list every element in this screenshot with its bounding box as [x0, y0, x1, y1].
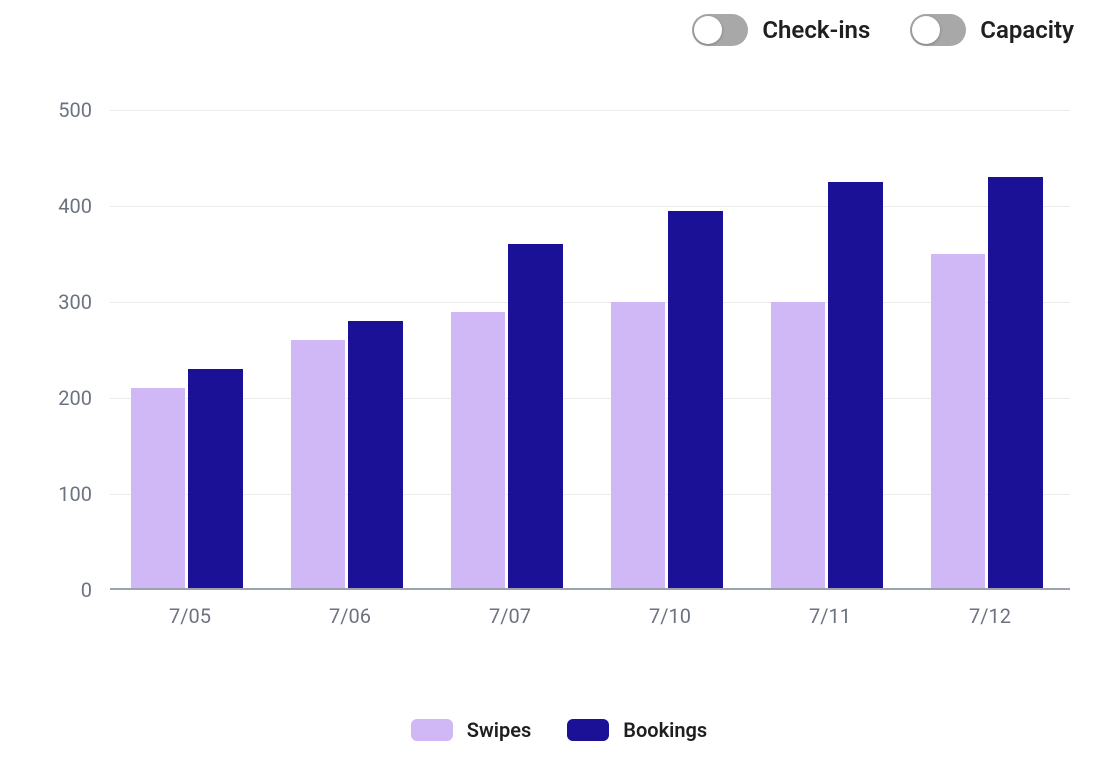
- xtick-label: 7/10: [649, 604, 691, 628]
- bar-swipes: [771, 302, 825, 590]
- toggle-knob-icon: [912, 16, 940, 44]
- chart-legend: Swipes Bookings: [0, 718, 1118, 742]
- toggle-group-checkins: Check-ins: [692, 14, 870, 46]
- bar-bookings: [668, 211, 722, 590]
- xtick-label: 7/07: [489, 604, 531, 628]
- legend-item-bookings: Bookings: [567, 718, 707, 742]
- bar-swipes: [611, 302, 665, 590]
- ytick-label: 100: [58, 482, 92, 506]
- toggle-knob-icon: [694, 16, 722, 44]
- bar-swipes: [291, 340, 345, 590]
- xtick-label: 7/06: [329, 604, 371, 628]
- toggle-label-capacity: Capacity: [980, 16, 1074, 44]
- legend-swatch: [411, 719, 453, 741]
- bars-layer: [110, 110, 1070, 590]
- xtick-label: 7/12: [969, 604, 1011, 628]
- bar-bookings: [508, 244, 562, 590]
- xtick-label: 7/11: [809, 604, 851, 628]
- bar-swipes: [131, 388, 185, 590]
- ytick-label: 200: [58, 386, 92, 410]
- bar-swipes: [451, 312, 505, 590]
- bar-bookings: [988, 177, 1042, 590]
- bar-bookings: [348, 321, 402, 590]
- bar-bookings: [188, 369, 242, 590]
- bar-bookings: [828, 182, 882, 590]
- x-axis-line: [110, 588, 1070, 590]
- legend-label: Swipes: [467, 718, 531, 742]
- legend-label: Bookings: [623, 718, 707, 742]
- ytick-label: 500: [58, 98, 92, 122]
- bar-swipes: [931, 254, 985, 590]
- toggle-row: Check-ins Capacity: [692, 14, 1074, 46]
- xtick-label: 7/05: [169, 604, 211, 628]
- ytick-label: 400: [58, 194, 92, 218]
- chart-area: 0 100 200 300 400 500 7/05 7/06 7/07 7/10 7/11 7/12: [50, 100, 1070, 650]
- toggle-label-checkins: Check-ins: [762, 16, 870, 44]
- toggle-checkins[interactable]: [692, 14, 748, 46]
- toggle-group-capacity: Capacity: [910, 14, 1074, 46]
- plot-area: 01002003004005007/057/067/077/107/117/12: [110, 110, 1070, 590]
- ytick-label: 300: [58, 290, 92, 314]
- ytick-label: 0: [81, 578, 92, 602]
- legend-item-swipes: Swipes: [411, 718, 531, 742]
- toggle-capacity[interactable]: [910, 14, 966, 46]
- chart-widget: Check-ins Capacity 0 100 200 300 400 500 7/05 7…: [0, 0, 1118, 770]
- legend-swatch: [567, 719, 609, 741]
